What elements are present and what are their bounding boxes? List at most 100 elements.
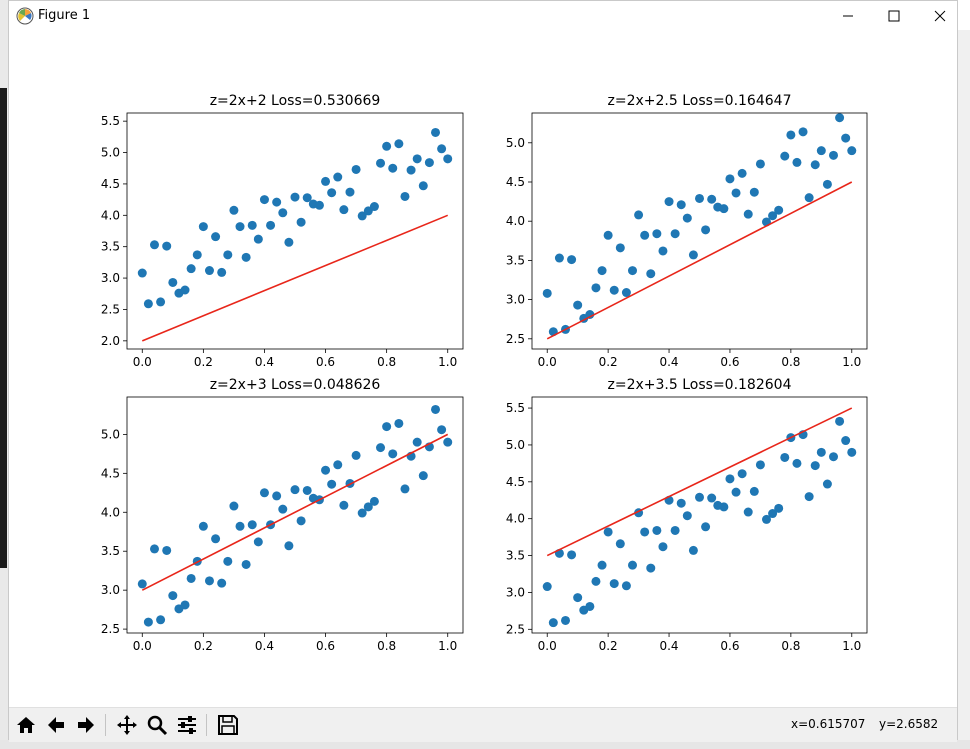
scatter-point	[431, 404, 441, 414]
scatter-point	[573, 300, 583, 310]
scatter-point	[357, 508, 367, 518]
scatter-point	[664, 197, 674, 207]
background-window-strip-bottom	[0, 740, 970, 749]
y-tick-label: 2.5	[506, 622, 525, 636]
scatter-point	[418, 181, 428, 191]
maximize-button[interactable]	[871, 1, 917, 31]
y-tick-label: 2.0	[101, 334, 120, 348]
scatter-point	[272, 197, 282, 207]
pan-button[interactable]	[113, 712, 141, 738]
y-tick-label: 3.0	[506, 585, 525, 599]
scatter-point	[640, 527, 650, 537]
y-tick-label: 5.0	[101, 427, 120, 441]
scatter-point	[394, 418, 404, 428]
scatter-point	[321, 465, 331, 475]
scatter-point	[382, 422, 392, 432]
scatter-point	[591, 283, 601, 293]
scatter-point	[217, 578, 227, 588]
x-tick-label: 0.2	[194, 639, 213, 653]
scatter-point	[412, 154, 422, 164]
subplot-title: z=2x+3.5 Loss=0.182604	[608, 377, 792, 393]
forward-button[interactable]	[72, 712, 100, 738]
scatter-point	[603, 230, 613, 240]
scatter-point	[609, 579, 619, 589]
configure-subplots-button[interactable]	[173, 712, 201, 738]
close-button[interactable]	[917, 1, 963, 31]
scatter-point	[363, 502, 373, 512]
scatter-point	[223, 556, 233, 566]
scatter-point	[272, 491, 282, 501]
scatter-point	[290, 192, 300, 202]
scatter-point	[186, 573, 196, 583]
scatter-point	[198, 521, 208, 531]
scatter-point	[149, 544, 159, 554]
scatter-point	[688, 250, 698, 260]
y-tick-label: 4.0	[101, 208, 120, 222]
y-tick-label: 5.0	[506, 438, 525, 452]
x-tick-label: 1.0	[842, 355, 861, 369]
x-tick-label: 0.4	[255, 639, 274, 653]
scatter-point	[725, 174, 735, 184]
scatter-point	[278, 504, 288, 514]
scatter-point	[609, 285, 619, 295]
scatter-point	[431, 127, 441, 137]
scatter-point	[780, 452, 790, 462]
scatter-point	[567, 550, 577, 560]
scatter-point	[676, 200, 686, 210]
subplot-title: z=2x+3 Loss=0.048626	[210, 377, 381, 393]
y-tick-label: 2.5	[101, 302, 120, 316]
scatter-point	[339, 205, 349, 215]
scatter-point	[443, 437, 453, 447]
close-icon	[934, 10, 946, 22]
scatter-point	[804, 492, 814, 502]
subplot-title: z=2x+2.5 Loss=0.164647	[608, 93, 792, 109]
y-tick-label: 3.5	[506, 549, 525, 563]
scatter-point	[253, 234, 263, 244]
cursor-x-readout: x=0.615707	[791, 717, 866, 731]
scatter-point	[798, 127, 808, 137]
scatter-point	[223, 250, 233, 260]
title-bar[interactable]: Figure 1	[9, 1, 957, 31]
back-button[interactable]	[42, 712, 70, 738]
minimize-button[interactable]	[825, 1, 871, 31]
home-icon	[17, 717, 35, 733]
scatter-point	[640, 230, 650, 240]
figure-canvas[interactable]: 0.0 0.2 0.4 0.6 0.8 1.0 2.0 2.5 3.0 3.5 4.0 4.5 5.0 5…	[9, 31, 957, 707]
axes-frame	[126, 112, 464, 350]
scatter-point	[621, 581, 631, 591]
scatter-point	[369, 202, 379, 212]
scatter-point	[786, 130, 796, 140]
scatter-point	[186, 264, 196, 274]
zoom-button[interactable]	[143, 712, 171, 738]
scatter-point	[676, 498, 686, 508]
home-button[interactable]	[12, 712, 40, 738]
plot-area	[542, 407, 857, 628]
scatter-point	[400, 191, 410, 201]
scatter-point	[162, 241, 172, 251]
scatter-point	[792, 458, 802, 468]
background-window-strip-right	[958, 30, 970, 740]
scatter-point	[567, 255, 577, 265]
y-tick-label: 4.5	[506, 475, 525, 489]
scatter-point	[628, 266, 637, 276]
scatter-point	[327, 188, 337, 198]
scatter-point	[621, 288, 631, 298]
y-tick-label: 4.5	[506, 175, 525, 189]
scatter-point	[822, 179, 832, 189]
scatter-point	[284, 541, 294, 551]
scatter-point	[597, 560, 607, 570]
scatter-point	[755, 460, 765, 470]
toolbar-separator	[206, 714, 207, 736]
scatter-point	[296, 217, 306, 227]
save-button[interactable]	[214, 712, 242, 738]
scatter-point	[168, 277, 178, 287]
scatter-point	[585, 601, 595, 611]
scatter-point	[241, 252, 251, 262]
y-tick-label: 3.5	[101, 544, 120, 558]
scatter-point	[376, 158, 386, 168]
scatter-point	[259, 488, 269, 498]
axes-background	[127, 397, 463, 633]
scatter-point	[327, 479, 337, 489]
scatter-point	[137, 268, 147, 278]
scatter-point	[652, 229, 662, 239]
